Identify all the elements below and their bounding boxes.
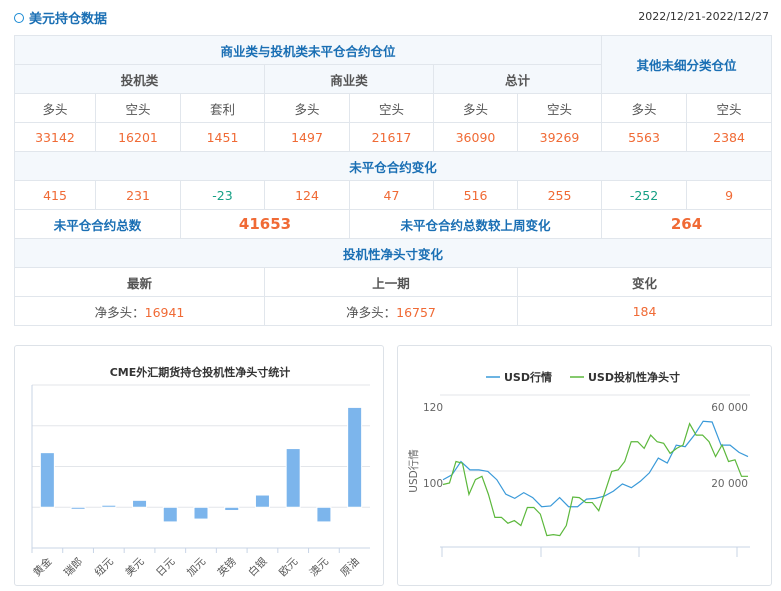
total-change-value: 264 [601,209,773,239]
bar-加元 [193,506,209,520]
date-range: 2022/12/21-2022/12/27 [638,10,769,23]
posrow-cell: 1497 [264,122,350,152]
bar-瑞郎 [70,506,86,510]
net-header-previous: 上一期 [264,267,518,297]
x-tick-label: 欧元 [277,555,301,579]
x-tick-label: 白银 [246,555,270,579]
bar-白银 [254,494,270,508]
posrow-cell: 33142 [14,122,96,152]
colrow-cell: 空头 [95,93,181,123]
posrow-cell: 5563 [601,122,688,152]
x-tick-label: 原油 [338,555,362,579]
chgrow-cell: 124 [264,180,350,210]
legend-item: USD行情 [504,370,552,384]
series-line-net-position [442,422,748,537]
bar-欧元 [285,448,301,508]
net-title: 投机性净头寸变化 [13,238,773,268]
posrow-cell: 36090 [433,122,518,152]
x-tick-label: 日元 [154,555,178,579]
x-tick-label: 英镑 [215,555,239,579]
group-speculative: 投机类 [14,64,265,94]
chgrow-cell: 516 [433,180,518,210]
chgrow-cell: 415 [14,180,96,210]
chgrow-cell: -23 [180,180,265,210]
bar-chart-panel: CME外汇期货持仓投机性净头寸统计黄金 瑞郎 纽元 美元 日元 加元 英镑 白银 欧元 澳元 原油 [14,345,384,586]
line-chart-panel: USD行情 USD投机性净头寸 120 100 60 000 20 000 USD行情 [397,345,772,586]
colrow-cell: 空头 [516,93,603,123]
colrow-cell: 多头 [14,93,96,123]
total-value: 41653 [180,209,350,239]
colrow-cell: 空头 [686,93,773,123]
x-tick-label: 纽元 [92,555,116,579]
x-tick-label: 美元 [123,555,147,579]
bar-纽元 [101,504,117,508]
posrow-cell: 21617 [349,122,434,152]
positions-table: 商业类与投机类未平仓合约仓位 其他未细分类仓位 投机类 商业类 总计 多头 空头 套利 多头… [13,35,773,326]
net-prefix: 净多头： [94,304,145,320]
left-tick: 100 [423,478,443,490]
x-tick-label: 澳元 [307,555,331,579]
net-header-change: 变化 [516,267,773,297]
group-total: 总计 [432,64,603,94]
series-line-usd [442,420,749,508]
x-tick-label: 瑞郎 [61,555,85,579]
other-title: 其他未细分类仓位 [601,35,773,94]
posrow-cell: 1451 [180,122,265,152]
colrow-cell: 空头 [349,93,434,123]
posrow-cell: 39269 [516,122,603,152]
x-tick-label: 加元 [185,555,209,579]
chgrow-cell: 47 [349,180,434,210]
posrow-cell: 2384 [686,122,773,152]
total-change-label: 未平仓合约总数较上周变化 [348,209,603,239]
colrow-cell: 多头 [433,93,518,123]
x-tick-label: 黄金 [30,555,54,579]
group-commercial: 商业类 [264,64,434,94]
y-axis-label: USD行情 [407,449,420,493]
posrow-cell: 16201 [95,122,181,152]
net-prefix: 净多头： [346,304,397,320]
bar-黄金 [39,452,55,508]
colrow-cell: 多头 [264,93,350,123]
chgrow-cell: -252 [601,180,688,210]
left-tick: 120 [423,402,443,414]
net-header-latest: 最新 [14,267,265,297]
legend-item: USD投机性净头寸 [588,370,680,384]
bar-英镑 [224,506,240,512]
total-label: 未平仓合约总数 [14,209,181,239]
net-latest: 净多头：16941 [14,296,265,326]
circle-icon [14,12,24,23]
net-change: 184 [516,296,773,326]
bar-澳元 [316,506,332,523]
chgrow-cell: 9 [686,180,773,210]
right-tick: 20 000 [711,478,748,490]
bar-美元 [132,499,148,508]
bar-日元 [162,506,178,523]
page-title: 美元持仓数据 [14,8,107,27]
colrow-cell: 多头 [601,93,688,123]
chgrow-cell: 231 [95,180,181,210]
chart-title: CME外汇期货持仓投机性净头寸统计 [110,365,291,379]
bar-原油 [347,406,363,508]
title-text: 美元持仓数据 [29,12,108,27]
change-title: 未平仓合约变化 [13,151,773,181]
line-chart: USD行情 USD投机性净头寸 120 100 60 000 20 000 USD行情 [407,370,750,557]
colrow-cell: 套利 [180,93,265,123]
net-latest-value: 16941 [144,304,185,320]
right-tick: 60 000 [711,402,748,414]
group-title: 商业类与投机类未平仓合约仓位 [13,35,603,65]
net-previous-value: 16757 [396,304,436,320]
net-previous: 净多头：16757 [264,296,518,326]
chgrow-cell: 255 [516,180,603,210]
